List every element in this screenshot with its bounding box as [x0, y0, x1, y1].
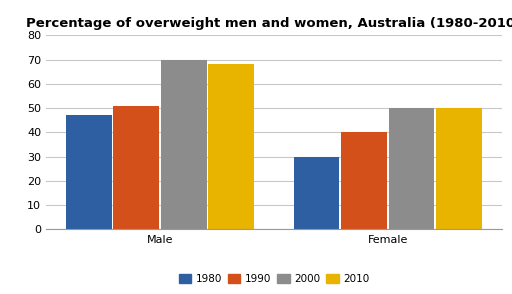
Title: Percentage of overweight men and women, Australia (1980-2010): Percentage of overweight men and women, …	[26, 17, 512, 30]
Bar	[66, 115, 112, 229]
Bar	[294, 156, 339, 229]
Bar	[436, 108, 482, 229]
Bar	[389, 108, 434, 229]
Legend: 1980, 1990, 2000, 2010: 1980, 1990, 2000, 2010	[175, 270, 373, 288]
Bar	[114, 106, 159, 229]
Bar	[342, 132, 387, 229]
Bar	[208, 64, 254, 229]
Bar	[161, 59, 206, 229]
